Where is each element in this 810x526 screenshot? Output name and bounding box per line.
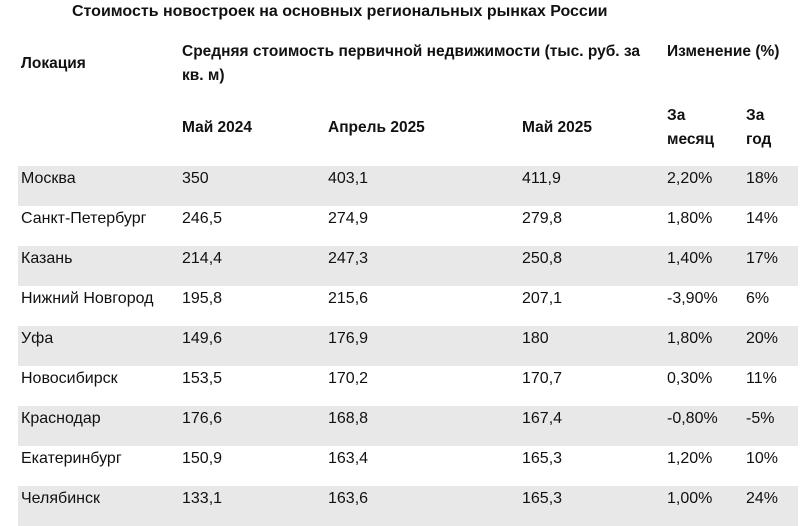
cell-location: Челябинск (21, 490, 100, 507)
table-row: Москва 350 403,1 411,9 2,20% 18% (18, 166, 798, 206)
header-location: Локация (21, 55, 86, 72)
cell-april-2025: 274,9 (328, 210, 369, 227)
cell-may-2025: 207,1 (522, 290, 563, 307)
cell-location: Нижний Новгород (21, 290, 154, 307)
header-per-month: За месяц (667, 107, 715, 148)
cell-april-2025: 247,3 (328, 250, 369, 267)
cell-location: Уфа (21, 330, 54, 347)
cell-per-month: 1,40% (667, 250, 713, 267)
cell-per-month: 2,20% (667, 170, 713, 187)
cell-per-month: 1,80% (667, 330, 713, 347)
cell-april-2025: 170,2 (328, 370, 369, 387)
cell-location: Москва (21, 170, 76, 187)
cell-per-year: 24% (746, 490, 779, 507)
table-row: Челябинск 133,1 163,6 165,3 1,00% 24% (18, 486, 798, 526)
table-row: Нижний Новгород 195,8 215,6 207,1 -3,90% 6% (18, 286, 798, 326)
cell-may-2024: 176,6 (182, 410, 223, 427)
cell-may-2025: 165,3 (522, 490, 563, 507)
cell-location: Санкт-Петербург (21, 210, 147, 227)
cell-per-month: 0,30% (667, 370, 713, 387)
header-average-cost: Средняя стоимость первичной недвижимости… (182, 43, 641, 84)
cell-april-2025: 176,9 (328, 330, 369, 347)
table-row: Казань 214,4 247,3 250,8 1,40% 17% (18, 246, 798, 286)
cell-april-2025: 403,1 (328, 170, 369, 187)
cell-per-year: 11% (746, 370, 777, 387)
table-body: Москва 350 403,1 411,9 2,20% 18% Санкт-Петербу… (18, 166, 798, 526)
cell-location: Екатеринбург (21, 450, 122, 467)
header-may-2025: Май 2025 (522, 119, 593, 136)
cell-per-year: 17% (746, 250, 779, 267)
cell-per-month: 1,80% (667, 210, 713, 227)
cell-april-2025: 163,4 (328, 450, 369, 467)
cell-per-year: 18% (746, 170, 779, 187)
cell-per-month: -3,90% (667, 290, 718, 307)
cell-per-year: -5% (746, 410, 775, 427)
cell-per-year: 10% (746, 450, 779, 467)
cell-may-2025: 170,7 (522, 370, 563, 387)
cell-location: Казань (21, 250, 73, 267)
cell-may-2025: 250,8 (522, 250, 563, 267)
cell-may-2024: 214,4 (182, 250, 223, 267)
table-row: Санкт-Петербург 246,5 274,9 279,8 1,80% 14% (18, 206, 798, 246)
cell-may-2025: 279,8 (522, 210, 563, 227)
cell-may-2025: 411,9 (522, 170, 561, 187)
cell-may-2024: 153,5 (182, 370, 223, 387)
cell-per-year: 14% (746, 210, 779, 227)
cell-may-2024: 246,5 (182, 210, 223, 227)
table-row: Новосибирск 153,5 170,2 170,7 0,30% 11% (18, 366, 798, 406)
header-change: Изменение (%) (667, 43, 780, 60)
table-row: Краснодар 176,6 168,8 167,4 -0,80% -5% (18, 406, 798, 446)
cell-per-month: 1,20% (667, 450, 713, 467)
cell-may-2024: 133,1 (182, 490, 223, 507)
cell-april-2025: 168,8 (328, 410, 369, 427)
table-title: Стоимость новостроек на основных региона… (72, 3, 608, 20)
cell-april-2025: 163,6 (328, 490, 369, 507)
cell-may-2025: 167,4 (522, 410, 563, 427)
header-april-2025: Апрель 2025 (328, 119, 425, 136)
cell-may-2025: 165,3 (522, 450, 563, 467)
table-row: Екатеринбург 150,9 163,4 165,3 1,20% 10% (18, 446, 798, 486)
table-row: Уфа 149,6 176,9 180 1,80% 20% (18, 326, 798, 366)
cell-location: Новосибирск (21, 370, 118, 387)
cell-april-2025: 215,6 (328, 290, 369, 307)
cell-per-month: 1,00% (667, 490, 713, 507)
cell-may-2025: 180 (522, 330, 549, 347)
cell-location: Краснодар (21, 410, 101, 427)
header-per-year: За год (746, 107, 772, 148)
cell-may-2024: 149,6 (182, 330, 223, 347)
cell-per-year: 6% (746, 290, 770, 307)
cell-per-year: 20% (746, 330, 779, 347)
cell-may-2024: 150,9 (182, 450, 223, 467)
cell-per-month: -0,80% (667, 410, 718, 427)
cell-may-2024: 195,8 (182, 290, 223, 307)
header-may-2024: Май 2024 (182, 119, 253, 136)
cell-may-2024: 350 (182, 170, 209, 187)
